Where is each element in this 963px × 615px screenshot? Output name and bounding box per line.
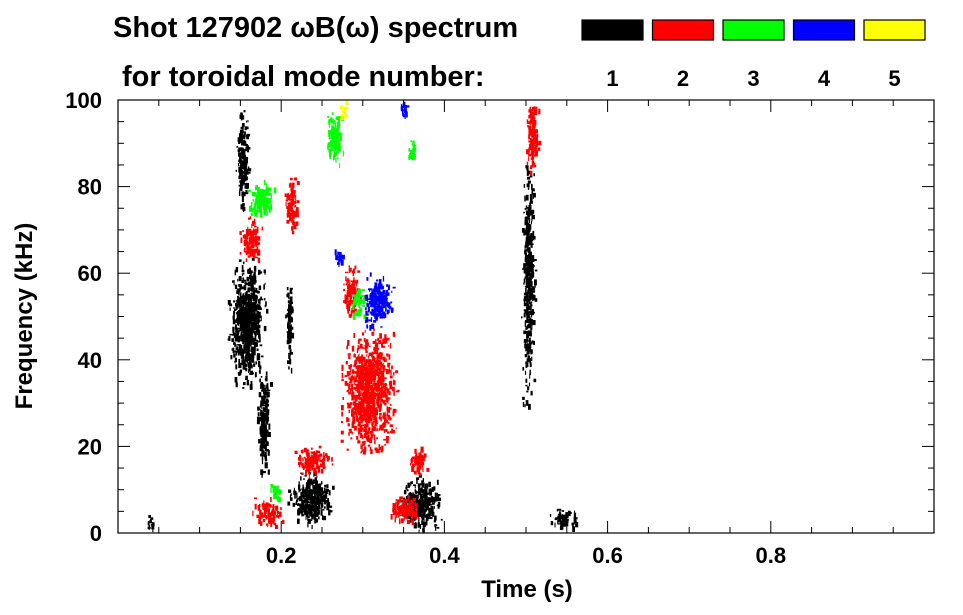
spectral-blob-mode-2 <box>252 497 285 529</box>
legend-label-mode-2: 2 <box>677 66 689 91</box>
y-tick-label: 60 <box>78 261 102 286</box>
spectral-blob-mode-4 <box>364 272 396 331</box>
series-mode-5 <box>340 100 349 121</box>
x-tick-label: 0.6 <box>592 543 623 568</box>
legend-swatch-mode-4 <box>792 19 856 41</box>
spectral-blob-mode-3 <box>408 140 417 161</box>
spectral-blob-mode-1 <box>521 165 538 410</box>
x-axis-label: Time (s) <box>481 576 573 603</box>
legend: 1 2 3 4 5 <box>581 19 926 91</box>
chart-title-line2: for toroidal mode number: <box>122 61 485 93</box>
spectral-blob-mode-1 <box>285 287 295 374</box>
spectral-blob-mode-2 <box>284 177 300 235</box>
series-mode-3 <box>247 112 417 503</box>
y-tick-label: 0 <box>90 521 102 546</box>
x-tick-label: 0.4 <box>429 543 460 568</box>
spectral-blob-mode-2 <box>239 216 264 263</box>
y-tick-label: 80 <box>78 175 102 200</box>
series-mode-2 <box>239 106 542 529</box>
spectral-blob-mode-1 <box>287 472 335 530</box>
axes: 0.2 0.4 0.6 0.8 0 20 40 60 80 100 <box>65 88 935 568</box>
spectral-blob-mode-3 <box>247 179 277 218</box>
spectral-blob-mode-4 <box>400 101 410 119</box>
legend-label-mode-1: 1 <box>606 66 618 91</box>
legend-label-mode-5: 5 <box>888 66 900 91</box>
spectral-blob-mode-3 <box>352 288 367 320</box>
legend-swatch-mode-1 <box>581 19 644 41</box>
spectral-blob-mode-2 <box>526 106 542 176</box>
spectral-blob-mode-5 <box>340 100 349 121</box>
legend-swatch-mode-3 <box>722 19 785 41</box>
x-tick-label: 0.8 <box>756 543 787 568</box>
spectral-blob-mode-4 <box>334 249 345 268</box>
y-tick-label: 100 <box>65 88 102 113</box>
spectral-blob-mode-3 <box>270 483 282 503</box>
spectral-blob-mode-1 <box>256 371 273 478</box>
spectral-blob-mode-2 <box>410 446 430 476</box>
legend-swatch-mode-5 <box>863 19 926 41</box>
y-tick-label: 40 <box>78 348 102 373</box>
legend-label-mode-3: 3 <box>747 66 759 91</box>
chart-title-line1: Shot 127902 ωB(ω) spectrum <box>113 12 518 44</box>
y-axis-label: Frequency (kHz) <box>11 223 38 410</box>
y-tick-label: 20 <box>78 434 102 459</box>
plot-area <box>147 100 579 533</box>
x-tick-label: 0.2 <box>266 543 297 568</box>
series-mode-1 <box>147 110 579 533</box>
legend-swatch-mode-2 <box>651 19 715 41</box>
spectral-blob-mode-2 <box>340 328 400 455</box>
spectral-blob-mode-3 <box>327 112 345 169</box>
spectral-blob-mode-1 <box>227 257 269 390</box>
legend-label-mode-4: 4 <box>818 66 831 91</box>
spectral-blob-mode-1 <box>549 508 579 532</box>
series-mode-4 <box>334 101 410 331</box>
spectral-blob-mode-2 <box>294 445 334 479</box>
spectral-blob-mode-2 <box>390 495 419 526</box>
spectral-blob-mode-1 <box>235 110 252 212</box>
spectral-blob-mode-1 <box>147 515 155 533</box>
